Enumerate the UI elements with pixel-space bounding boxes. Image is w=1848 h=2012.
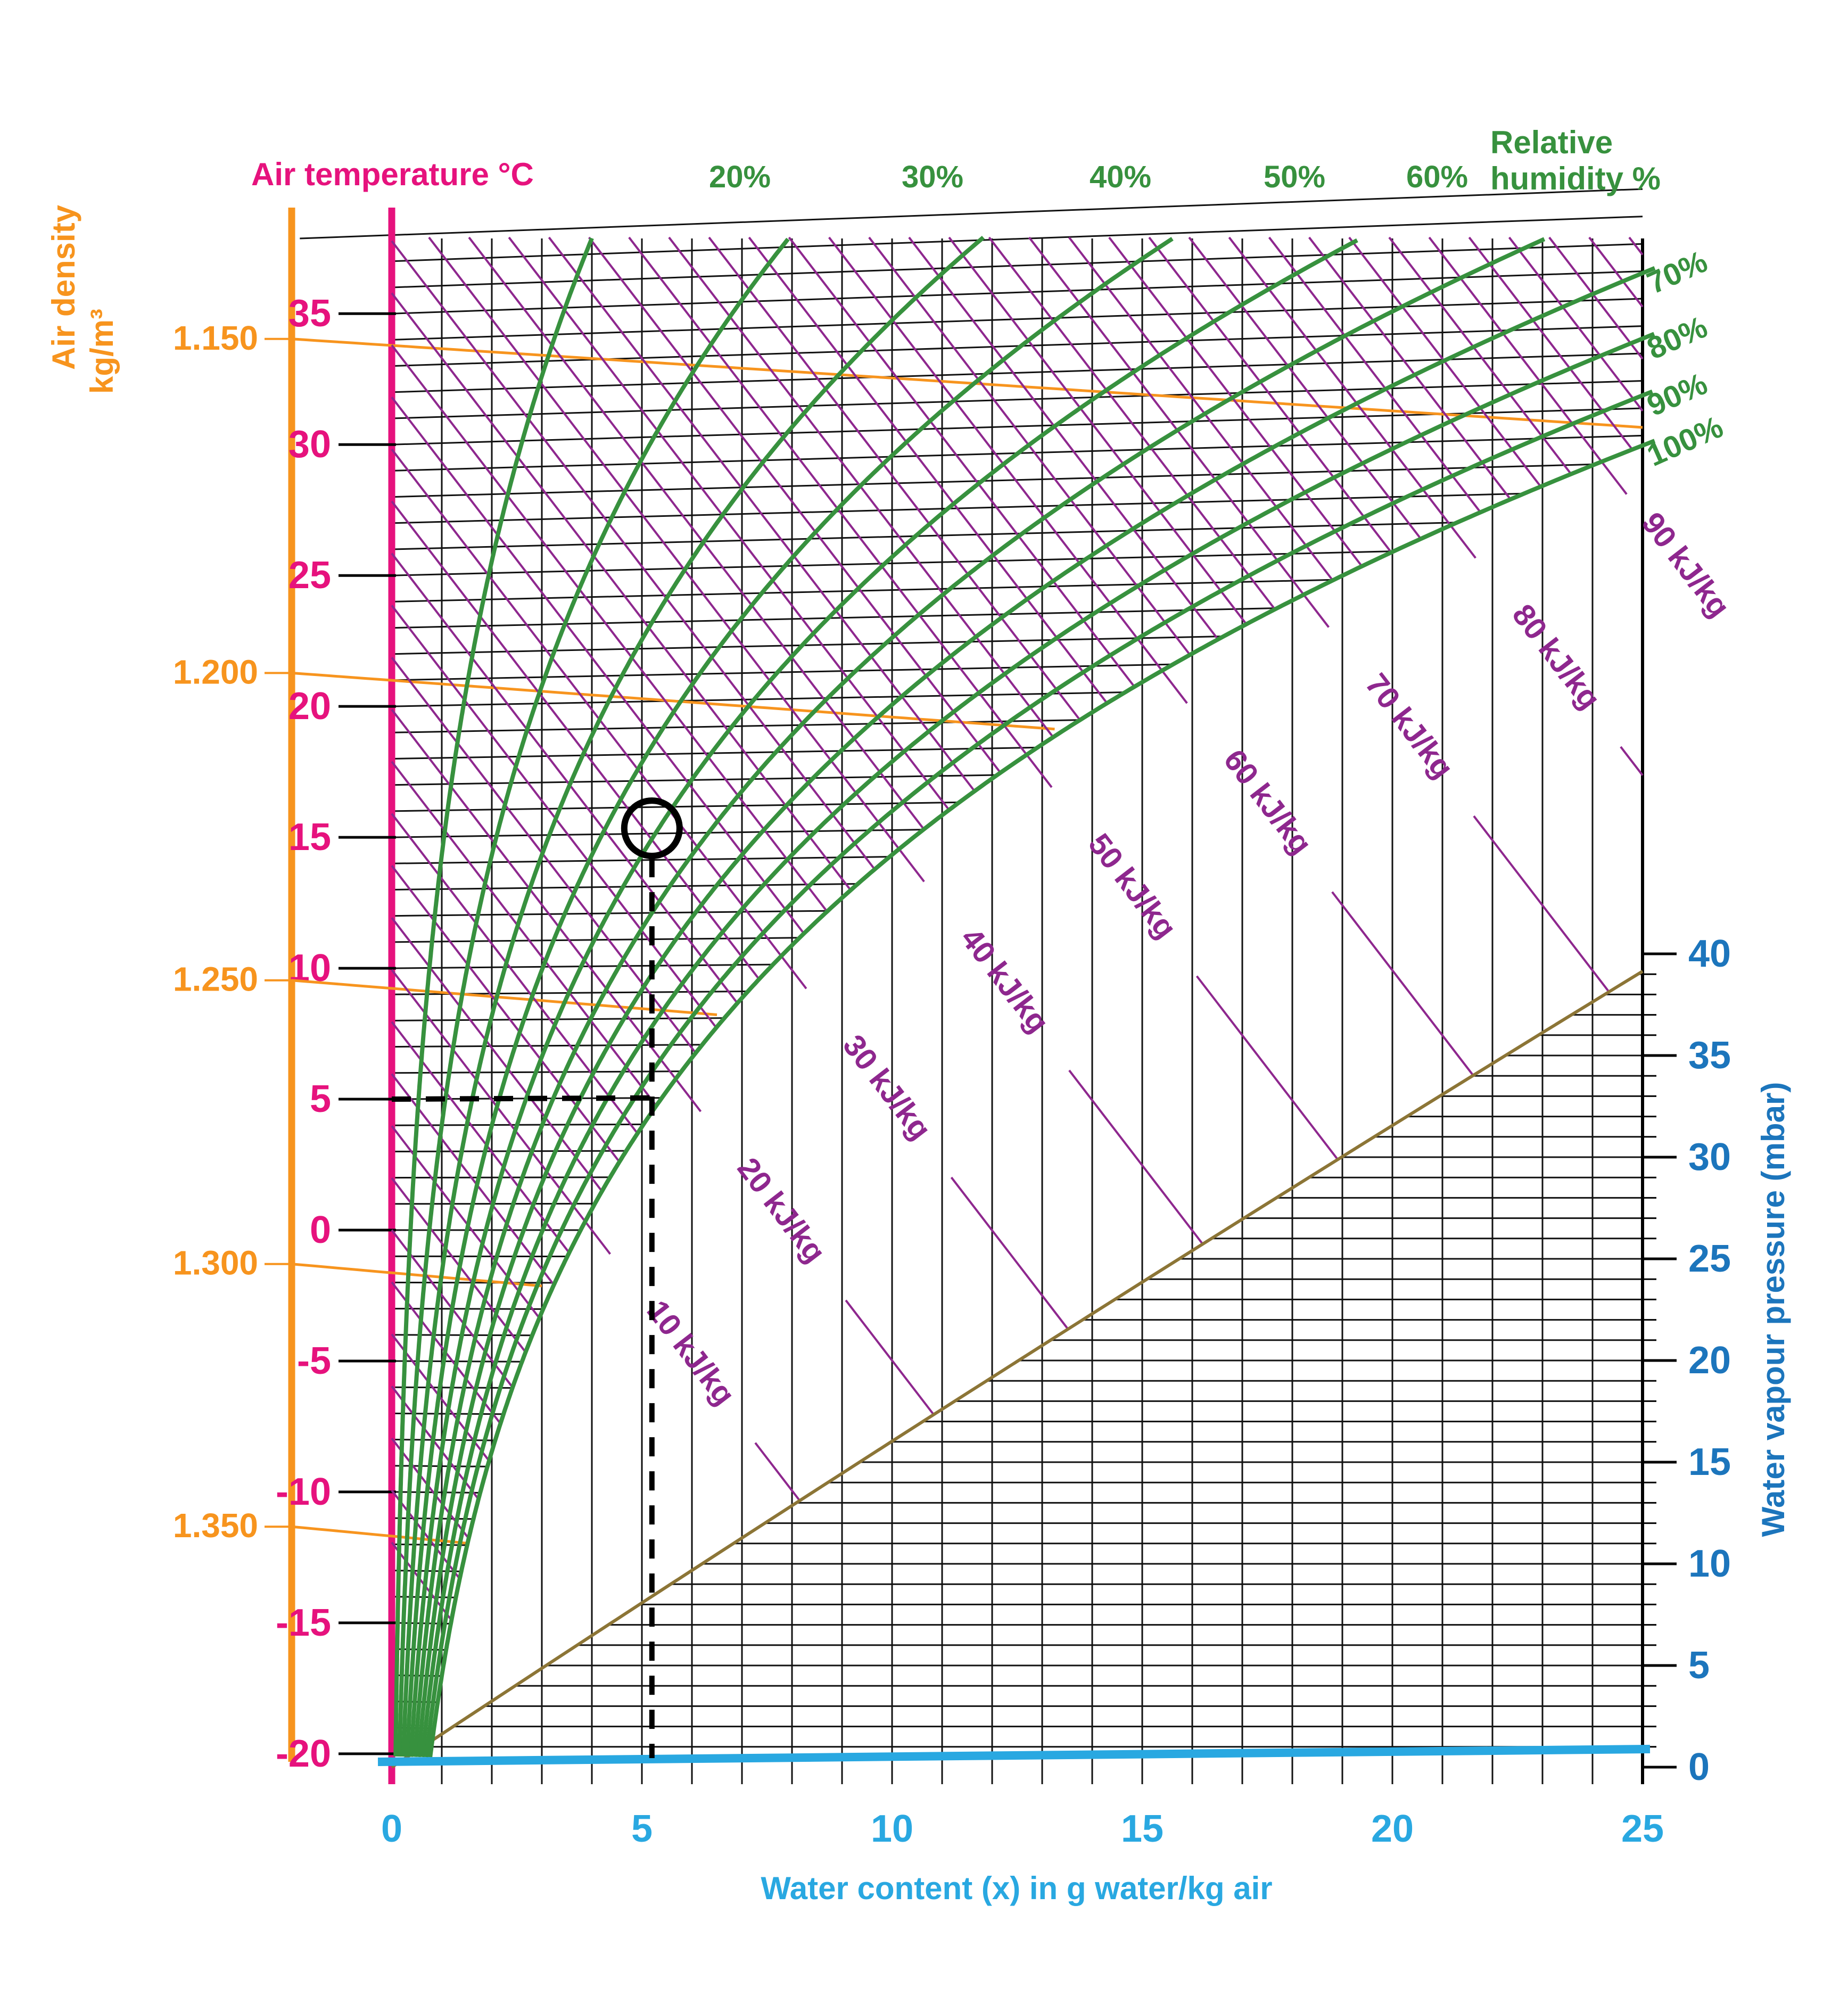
water-content-tick-label: 10	[871, 1808, 913, 1850]
water-content-ticks: 0 5 10 15 20 25	[381, 1808, 1664, 1850]
humidity-heading-line1: Relative	[1490, 125, 1613, 160]
rh-top-label-40%: 40%	[1090, 160, 1151, 194]
water-content-tick-label: 25	[1621, 1808, 1664, 1850]
temperature-tick-label: -15	[276, 1602, 331, 1644]
vapour-pressure-conversion-line	[391, 970, 1644, 1769]
water-content-axis-line	[377, 1745, 1651, 1766]
density-axis-title-line2: kg/m³	[84, 309, 120, 394]
rh-top-label-50%: 50%	[1264, 160, 1325, 194]
rh-curve-50	[409, 238, 1358, 1757]
enthalpy-label-30: 30 kJ/kg	[836, 1028, 938, 1146]
density-line-1.250	[291, 979, 717, 1016]
vapour-pressure-tick-label: 35	[1688, 1034, 1731, 1077]
rh-curve-60	[412, 237, 1546, 1757]
temperature-tick-label: 15	[288, 816, 331, 859]
example-point-marker	[621, 797, 683, 860]
vapour-pressure-tick-label: 40	[1688, 933, 1731, 975]
rh-top-label-60%: 60%	[1406, 160, 1468, 194]
rh-curve-80	[420, 332, 1655, 1758]
density-label: 1.350	[173, 1506, 258, 1545]
vapour-pressure-ticks: 40 35 30 25 20 15 10 5 0	[1643, 933, 1731, 1788]
example-construction	[391, 797, 683, 1758]
rh-curve-70	[416, 266, 1656, 1758]
rh-side-label-70: 70%	[1642, 244, 1712, 301]
water-content-tick-label: 15	[1121, 1808, 1164, 1850]
enthalpy-minor-lines	[391, 236, 1644, 1621]
density-line-1.150	[291, 337, 1643, 429]
vapour-pressure-tick-label: 0	[1688, 1746, 1710, 1788]
enthalpy-label-40: 40 kJ/kg	[954, 921, 1055, 1039]
density-axis-title-line1: Air density	[46, 204, 81, 370]
enthalpy-label-70: 70 kJ/kg	[1359, 667, 1461, 785]
temperature-tick-label: 0	[310, 1209, 331, 1251]
rh-curve-30	[401, 235, 985, 1757]
rh-curve-40	[405, 237, 1174, 1757]
vapour-pressure-tick-label: 30	[1688, 1136, 1731, 1178]
density-line-1.300	[291, 1263, 542, 1288]
temperature-tick-label: -10	[276, 1471, 331, 1513]
density-line-1.200	[291, 671, 1055, 731]
rh-side-label-80: 80%	[1642, 309, 1712, 366]
density-label: 1.250	[173, 960, 258, 999]
vapour-pressure-tick-label: 5	[1688, 1644, 1710, 1687]
water-content-tick-label: 20	[1371, 1808, 1414, 1850]
enthalpy-label-20: 20 kJ/kg	[731, 1151, 832, 1269]
vapour-pressure-tick-label: 10	[1688, 1543, 1731, 1585]
humidity-heading-line2: humidity %	[1490, 161, 1661, 196]
vapour-pressure-tick-label: 15	[1688, 1441, 1731, 1483]
rh-top-label-30%: 30%	[902, 160, 963, 194]
example-dewpoint-dashed-line	[391, 1095, 652, 1102]
density-label: 1.200	[173, 653, 258, 691]
enthalpy-label-10: 10 kJ/kg	[640, 1294, 742, 1412]
rh-curve-10	[393, 237, 594, 1757]
temperature-tick-label: 25	[288, 554, 331, 597]
enthalpy-label-60: 60 kJ/kg	[1217, 743, 1318, 861]
enthalpy-label-90: 90 kJ/kg	[1635, 506, 1737, 624]
rh-curve-20	[397, 237, 790, 1757]
water-content-grid	[441, 238, 1594, 1784]
rh-curve-90	[424, 389, 1653, 1758]
water-content-tick-label: 0	[381, 1808, 402, 1850]
temperature-tick-label: 20	[288, 685, 331, 728]
water-content-axis-title: Water content (x) in g water/kg air	[761, 1870, 1272, 1906]
water-content-tick-label: 5	[631, 1808, 653, 1850]
vapour-pressure-tick-label: 20	[1688, 1339, 1731, 1382]
temperature-axis-title: Air temperature °C	[251, 156, 534, 192]
temperature-tick-label: 35	[288, 292, 331, 335]
density-lines: 1.150 1.200 1.250 1.300 1.350	[173, 319, 1643, 1545]
density-label: 1.300	[173, 1244, 258, 1282]
vapour-pressure-tick-label: 25	[1688, 1238, 1731, 1280]
rh-top-label-20%: 20%	[709, 160, 771, 194]
temperature-tick-label: -5	[297, 1340, 331, 1382]
temperature-tick-label: -20	[276, 1733, 331, 1775]
vapour-pressure-axis-title: Water vapour pressure (mbar)	[1755, 1082, 1791, 1537]
temperature-tick-label: 5	[310, 1078, 331, 1120]
vapour-pressure-grid	[422, 973, 1643, 1748]
temperature-tick-label: 30	[288, 423, 331, 466]
enthalpy-label-50: 50 kJ/kg	[1082, 827, 1183, 945]
density-label: 1.150	[173, 319, 258, 357]
